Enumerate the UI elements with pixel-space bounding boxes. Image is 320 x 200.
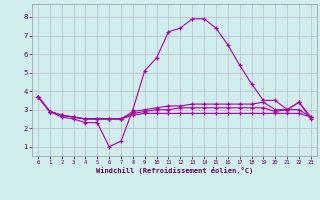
X-axis label: Windchill (Refroidissement éolien,°C): Windchill (Refroidissement éolien,°C) — [96, 167, 253, 174]
